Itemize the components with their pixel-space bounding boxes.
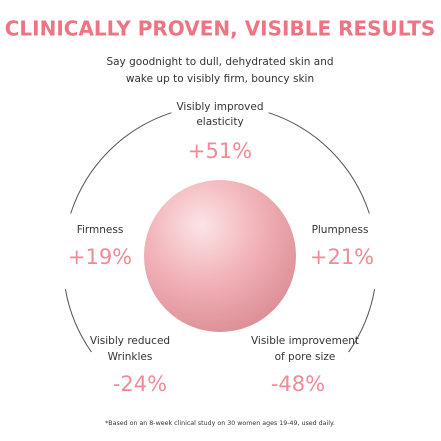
ring-arc [268, 112, 370, 214]
ring-arc [70, 112, 172, 214]
result-label: Visibly improved [176, 101, 263, 113]
footnote: *Based on an 8-week clinical study on 30… [105, 420, 335, 427]
result-value: -48% [271, 372, 325, 396]
result-value: +51% [188, 139, 252, 163]
subtitle: wake up to visibly firm, bouncy skin [126, 73, 314, 85]
title: CLINICALLY PROVEN, VISIBLE RESULTS [5, 17, 436, 41]
result-label: Plumpness [312, 224, 369, 236]
result-value: -24% [113, 372, 167, 396]
pearl [144, 180, 296, 332]
result-label: of pore size [275, 351, 336, 363]
result-label: elasticity [196, 116, 243, 128]
ring-arc [348, 289, 376, 353]
result-label: Visibly reduced [90, 335, 170, 347]
result-label: Visible improvement [251, 335, 359, 347]
result-value: +21% [310, 245, 374, 269]
ring-arc [64, 289, 92, 353]
result-value: +19% [68, 245, 132, 269]
result-label: Firmness [77, 224, 124, 236]
result-label: Wrinkles [108, 351, 153, 363]
subtitle: Say goodnight to dull, dehydrated skin a… [106, 56, 333, 68]
ring [64, 112, 376, 353]
